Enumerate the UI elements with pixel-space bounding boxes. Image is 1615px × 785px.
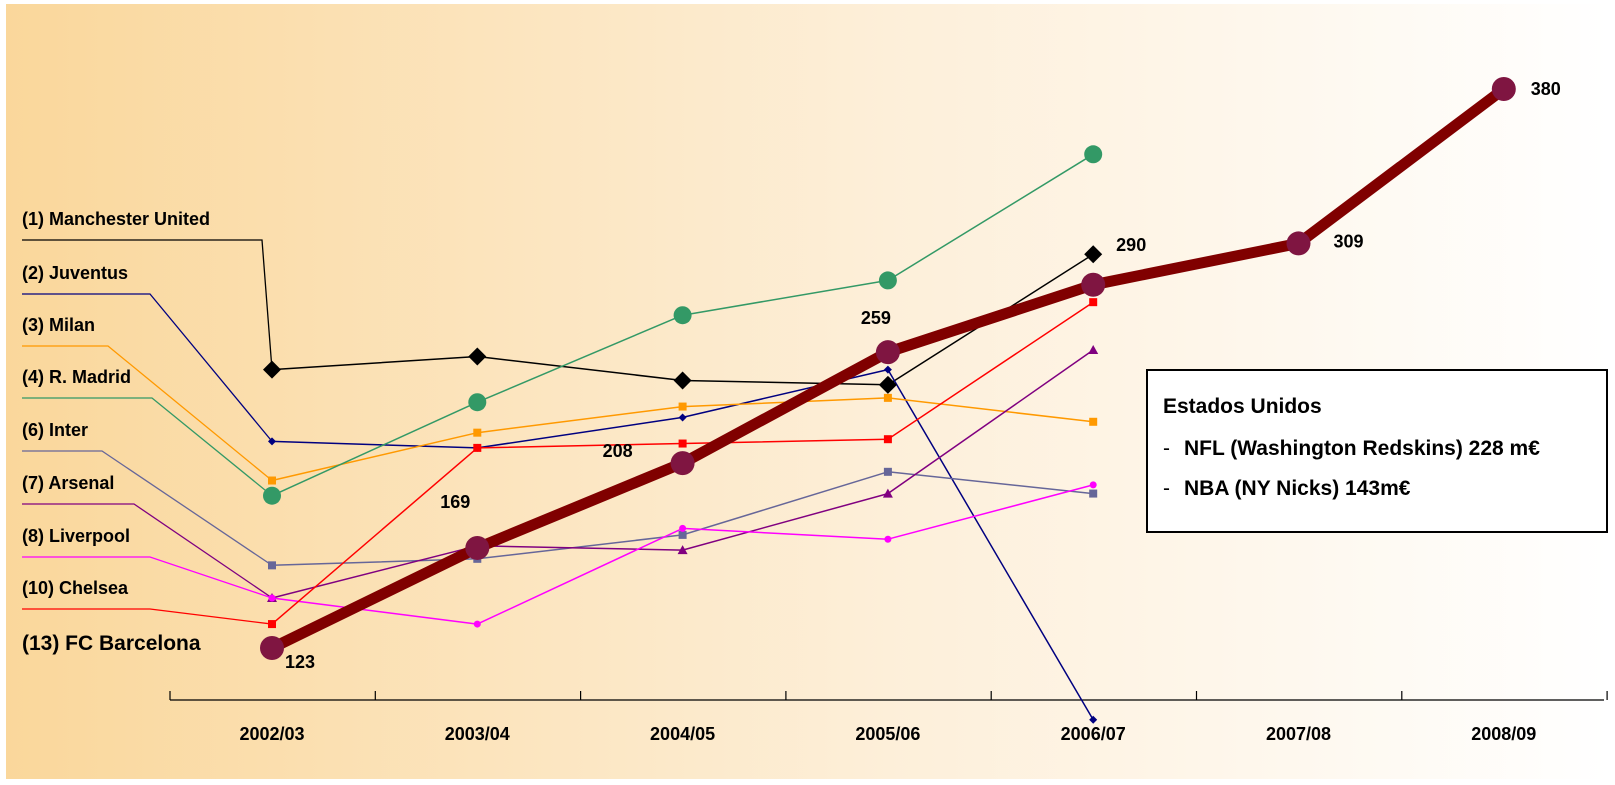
x-tick-label: 2002/03 bbox=[239, 724, 304, 744]
2-juventus-point bbox=[883, 365, 892, 374]
13-fc-barcelona-point bbox=[1286, 231, 1311, 256]
4-r-madrid-point bbox=[878, 271, 897, 290]
2-juventus-point bbox=[268, 437, 276, 446]
x-tick-label: 2003/04 bbox=[445, 724, 510, 744]
3-milan-point bbox=[1089, 417, 1098, 426]
13-fc-barcelona-point bbox=[670, 451, 695, 476]
barcelona-data-label: 208 bbox=[603, 441, 633, 461]
13-fc-barcelona-point bbox=[465, 535, 490, 560]
8-liverpool-point bbox=[473, 620, 481, 628]
7-arsenal-point bbox=[1088, 345, 1099, 355]
info-box-us-comparison: Estados Unidos - NFL (Washington Redskins… bbox=[1146, 369, 1608, 533]
x-tick-label: 2005/06 bbox=[855, 724, 920, 744]
13-fc-barcelona-point bbox=[875, 340, 900, 365]
6-inter-point bbox=[883, 467, 892, 476]
info-line-nfl: - NFL (Washington Redskins) 228 m€ bbox=[1163, 437, 1540, 461]
10-chelsea-point bbox=[268, 620, 276, 629]
1-manchester-united-point bbox=[1084, 245, 1103, 264]
10-chelsea-point bbox=[678, 439, 687, 448]
x-tick-label: 2006/07 bbox=[1061, 724, 1126, 744]
info-line-nba: - NBA (NY Nicks) 143m€ bbox=[1163, 477, 1410, 501]
13-fc-barcelona-point bbox=[1491, 77, 1516, 101]
8-liverpool-point bbox=[1089, 481, 1097, 489]
x-tick-label: 2004/05 bbox=[650, 724, 715, 744]
1-manchester-united-point bbox=[878, 375, 897, 394]
x-tick-label: 2007/08 bbox=[1266, 724, 1331, 744]
barcelona-data-label: 290 bbox=[1116, 235, 1146, 255]
barcelona-data-label: 309 bbox=[1333, 231, 1363, 251]
6-inter-point bbox=[1089, 489, 1098, 498]
leader-2-juventus bbox=[22, 293, 273, 442]
info-line-nba-text: NBA (NY Nicks) 143m€ bbox=[1184, 477, 1411, 500]
barcelona-data-label: 259 bbox=[861, 308, 891, 328]
barcelona-data-label: 169 bbox=[440, 492, 470, 512]
10-chelsea-point bbox=[1089, 298, 1098, 307]
leader-1-manchester-united bbox=[22, 239, 273, 370]
3-milan-point bbox=[268, 476, 276, 485]
legend-label-2-juventus: (2) Juventus bbox=[22, 263, 128, 283]
3-milan-point bbox=[678, 402, 687, 411]
barcelona-data-label: 123 bbox=[285, 652, 315, 672]
10-chelsea-point bbox=[473, 443, 482, 452]
info-dash: - bbox=[1163, 477, 1170, 500]
8-liverpool-point bbox=[268, 594, 276, 602]
2-juventus-point bbox=[1089, 715, 1098, 724]
3-milan-point bbox=[473, 428, 482, 437]
legend-label-13-fc-barcelona: (13) FC Barcelona bbox=[22, 632, 201, 655]
leader-8-liverpool bbox=[22, 556, 273, 599]
legend-label-10-chelsea: (10) Chelsea bbox=[22, 578, 129, 598]
info-line-nfl-text: NFL (Washington Redskins) 228 m€ bbox=[1184, 437, 1540, 460]
2-juventus-point bbox=[678, 413, 687, 422]
legend-label-8-liverpool: (8) Liverpool bbox=[22, 526, 130, 546]
legend-label-6-inter: (6) Inter bbox=[22, 420, 88, 440]
leader-4-r-madrid bbox=[22, 397, 273, 497]
4-r-madrid-point bbox=[263, 486, 281, 505]
4-r-madrid-point bbox=[673, 306, 692, 325]
barcelona-data-label: 380 bbox=[1531, 79, 1561, 99]
10-chelsea-point bbox=[883, 435, 892, 444]
4-r-madrid-point bbox=[1084, 145, 1103, 164]
1-manchester-united-point bbox=[673, 371, 692, 390]
13-fc-barcelona-point bbox=[260, 636, 284, 660]
4-r-madrid-point bbox=[468, 393, 487, 412]
7-arsenal-point bbox=[882, 488, 893, 498]
legend-label-1-manchester-united: (1) Manchester United bbox=[22, 209, 210, 229]
leader-7-arsenal bbox=[22, 503, 273, 599]
leader-3-milan bbox=[22, 345, 273, 482]
x-tick-label: 2008/09 bbox=[1471, 724, 1536, 744]
leader-6-inter bbox=[22, 450, 273, 566]
1-manchester-united-point bbox=[468, 347, 487, 366]
6-inter-point bbox=[678, 530, 687, 539]
legend-label-7-arsenal: (7) Arsenal bbox=[22, 473, 114, 493]
1-manchester-united-point bbox=[263, 360, 281, 379]
3-milan-point bbox=[883, 393, 892, 402]
8-liverpool-point bbox=[884, 535, 892, 543]
legend-label-4-r-madrid: (4) R. Madrid bbox=[22, 367, 131, 387]
6-inter-point bbox=[268, 561, 276, 570]
info-dash: - bbox=[1163, 437, 1170, 460]
leader-10-chelsea bbox=[22, 608, 273, 625]
7-arsenal-point bbox=[677, 545, 688, 555]
13-fc-barcelona-point bbox=[1081, 272, 1106, 297]
8-liverpool-point bbox=[679, 524, 687, 532]
legend-label-3-milan: (3) Milan bbox=[22, 315, 95, 335]
info-box-title: Estados Unidos bbox=[1163, 395, 1322, 418]
